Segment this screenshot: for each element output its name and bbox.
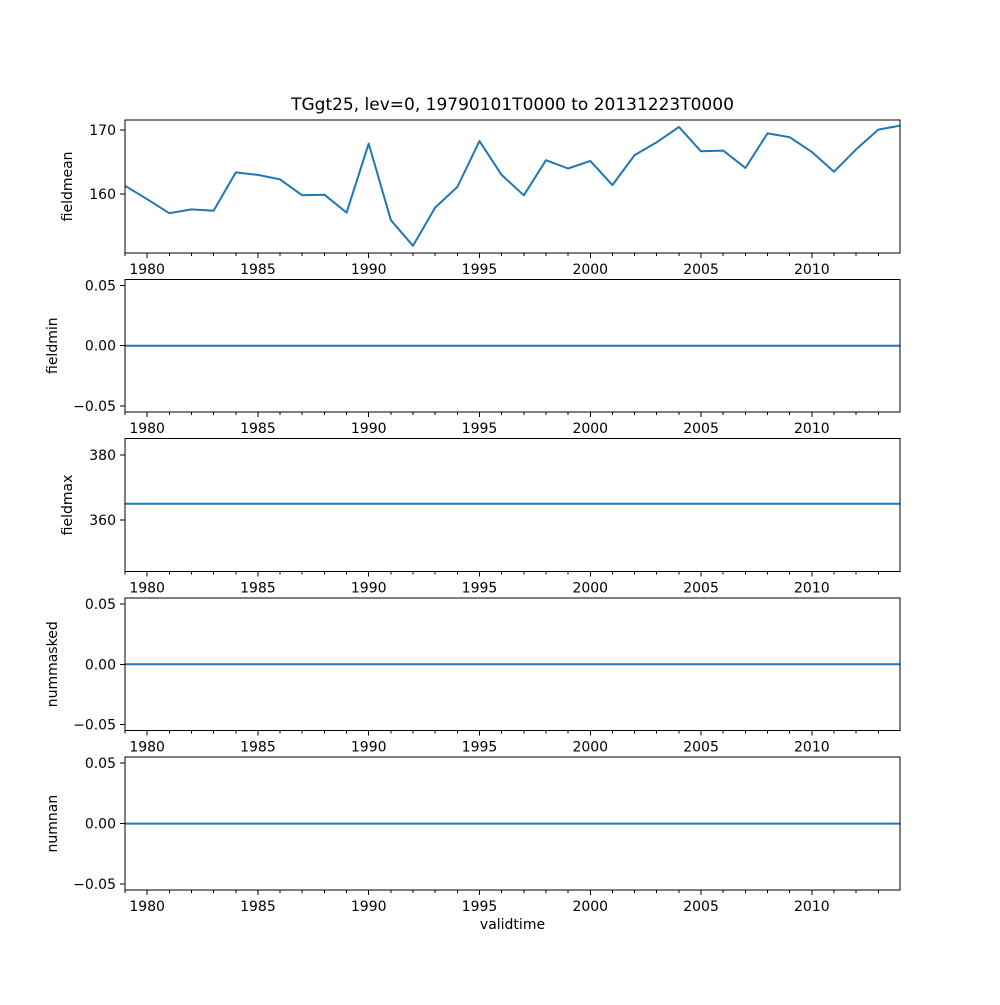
chart-title: TGgt25, lev=0, 19790101T0000 to 20131223…	[290, 95, 734, 115]
subplot-fieldmean-spines	[124, 119, 901, 254]
xtick-label-nummasked-2000: 2000	[572, 740, 608, 756]
xtick-label-numnan-2005: 2005	[683, 899, 719, 915]
axes-layer: 170 160 1980 1985 1990 1995 2000 2005 2010 0.05 0.…	[73, 119, 901, 915]
ytick-label-nummasked-−0.05: −0.05	[73, 718, 116, 734]
ylabel-fieldmax: fieldmax	[60, 475, 76, 536]
xtick-label-numnan-2010: 2010	[794, 899, 830, 915]
ytick-label-fieldmean-160: 160	[89, 187, 116, 203]
ylabel-nummasked: nummasked	[45, 621, 61, 707]
xtick-label-fieldmin-1985: 1985	[240, 421, 276, 437]
xtick-label-fieldmax-2010: 2010	[794, 580, 830, 596]
xtick-label-fieldmax-1980: 1980	[129, 580, 165, 596]
xtick-label-fieldmin-2010: 2010	[794, 421, 830, 437]
xtick-label-nummasked-1985: 1985	[240, 740, 276, 756]
xtick-label-nummasked-1995: 1995	[462, 740, 498, 756]
xtick-label-numnan-1985: 1985	[240, 899, 276, 915]
xtick-label-fieldmin-2000: 2000	[572, 421, 608, 437]
xtick-label-nummasked-1990: 1990	[351, 740, 387, 756]
xtick-label-fieldmax-1990: 1990	[351, 580, 387, 596]
ylabel-fieldmin: fieldmin	[45, 317, 61, 374]
xtick-label-numnan-1995: 1995	[462, 899, 498, 915]
ytick-label-fieldmin-0.05: 0.05	[85, 278, 116, 294]
xtick-label-nummasked-1980: 1980	[129, 740, 165, 756]
ytick-label-numnan-0.00: 0.00	[85, 817, 116, 833]
ytick-label-numnan-0.05: 0.05	[85, 756, 116, 772]
ytick-label-fieldmax-380: 380	[89, 448, 116, 464]
xtick-label-numnan-2000: 2000	[572, 899, 608, 915]
xtick-label-numnan-1990: 1990	[351, 899, 387, 915]
xtick-label-nummasked-2005: 2005	[683, 740, 719, 756]
ytick-label-nummasked-0.05: 0.05	[85, 597, 116, 613]
xtick-label-fieldmean-1985: 1985	[240, 262, 276, 278]
xtick-label-fieldmin-1995: 1995	[462, 421, 498, 437]
xtick-label-numnan-1980: 1980	[129, 899, 165, 915]
xtick-label-fieldmean-1990: 1990	[351, 262, 387, 278]
ytick-label-fieldmean-170: 170	[89, 123, 116, 139]
xtick-label-fieldmean-2010: 2010	[794, 262, 830, 278]
ytick-label-fieldmin-−0.05: −0.05	[73, 399, 116, 415]
ylabel-numnan: numnan	[45, 795, 61, 853]
ylabel-fieldmean: fieldmean	[60, 151, 76, 221]
xtick-label-nummasked-2010: 2010	[794, 740, 830, 756]
xtick-label-fieldmin-2005: 2005	[683, 421, 719, 437]
xtick-label-fieldmean-1995: 1995	[462, 262, 498, 278]
xtick-label-fieldmean-2000: 2000	[572, 262, 608, 278]
xtick-label-fieldmin-1990: 1990	[351, 421, 387, 437]
ytick-label-fieldmin-0.00: 0.00	[85, 339, 116, 355]
xtick-label-fieldmax-2000: 2000	[572, 580, 608, 596]
series-line-fieldmean	[124, 124, 901, 247]
xtick-label-fieldmean-1980: 1980	[129, 262, 165, 278]
x-axis-label: validtime	[480, 917, 545, 933]
ytick-label-numnan-−0.05: −0.05	[73, 877, 116, 893]
ytick-label-nummasked-0.00: 0.00	[85, 657, 116, 673]
xtick-label-fieldmean-2005: 2005	[683, 262, 719, 278]
xtick-label-fieldmax-2005: 2005	[683, 580, 719, 596]
ytick-label-fieldmax-360: 360	[89, 513, 116, 529]
subplot-fieldmax-spines	[124, 438, 901, 572]
xtick-label-fieldmax-1985: 1985	[240, 580, 276, 596]
xtick-label-fieldmax-1995: 1995	[462, 580, 498, 596]
xtick-label-fieldmin-1980: 1980	[129, 421, 165, 437]
